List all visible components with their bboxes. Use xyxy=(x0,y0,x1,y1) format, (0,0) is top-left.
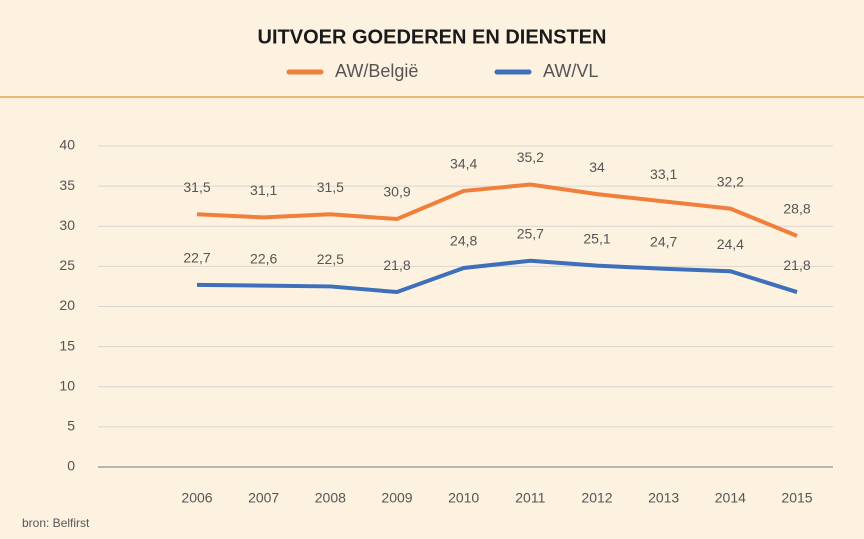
y-tick-label: 10 xyxy=(59,377,75,393)
x-tick-label: 2009 xyxy=(381,490,412,506)
x-tick-label: 2013 xyxy=(648,490,679,506)
x-tick-label: 2014 xyxy=(715,490,746,506)
data-label: 31,5 xyxy=(183,179,210,195)
x-tick-label: 2015 xyxy=(781,490,812,506)
data-label: 22,5 xyxy=(317,251,344,267)
data-label: 32,2 xyxy=(717,173,744,189)
series-line xyxy=(196,258,798,295)
data-label: 33,1 xyxy=(650,166,677,182)
data-label: 28,8 xyxy=(783,201,810,217)
data-label: 22,6 xyxy=(250,250,277,266)
data-label: 21,8 xyxy=(783,257,810,273)
y-tick-label: 15 xyxy=(59,337,75,353)
x-tick-label: 2012 xyxy=(581,490,612,506)
y-tick-label: 0 xyxy=(67,458,75,474)
data-label: 24,8 xyxy=(450,233,477,249)
x-tick-label: 2010 xyxy=(448,490,479,506)
y-tick-label: 30 xyxy=(59,217,75,233)
x-tick-label: 2007 xyxy=(248,490,279,506)
data-label: 35,2 xyxy=(517,149,544,165)
y-tick-label: 35 xyxy=(59,177,75,193)
data-label: 21,8 xyxy=(383,257,410,273)
data-label: 25,1 xyxy=(583,230,610,246)
data-label: 31,1 xyxy=(250,182,277,198)
y-tick-label: 25 xyxy=(59,257,75,273)
series-line xyxy=(196,182,798,238)
data-label: 34 xyxy=(589,159,605,175)
data-label: 22,7 xyxy=(183,250,210,266)
data-label: 25,7 xyxy=(517,225,544,241)
data-label: 31,5 xyxy=(317,179,344,195)
y-tick-label: 20 xyxy=(59,297,75,313)
data-label: 30,9 xyxy=(383,184,410,200)
y-tick-label: 5 xyxy=(67,418,75,434)
chart-title: UITVOER GOEDEREN EN DIENSTEN xyxy=(258,26,607,48)
legend-label: AW/VL xyxy=(543,61,598,81)
x-tick-label: 2011 xyxy=(515,490,545,506)
data-label: 34,4 xyxy=(450,156,477,172)
legend-label: AW/België xyxy=(335,61,418,81)
data-label: 24,4 xyxy=(717,236,744,252)
x-tick-label: 2008 xyxy=(315,490,346,506)
y-tick-label: 40 xyxy=(59,137,75,153)
data-label: 24,7 xyxy=(650,233,677,249)
x-tick-label: 2006 xyxy=(181,490,212,506)
source-note: bron: Belfirst xyxy=(22,516,90,530)
